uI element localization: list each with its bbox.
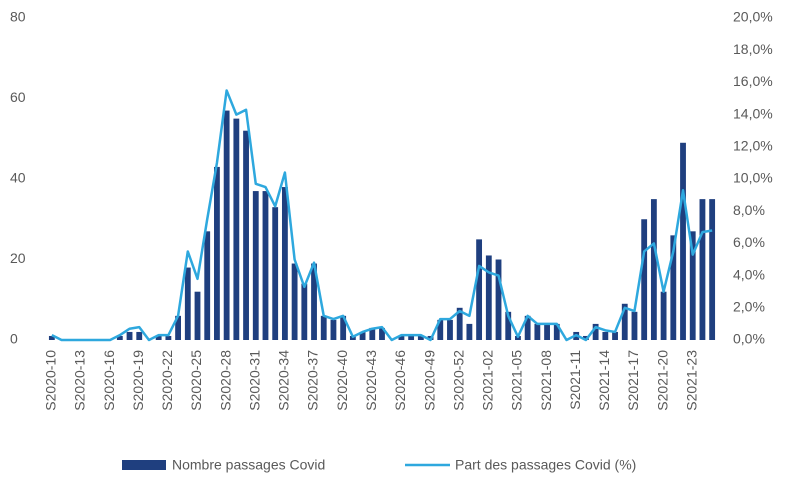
- bar: [340, 315, 347, 340]
- bar: [165, 335, 172, 340]
- bar: [689, 231, 696, 340]
- x-tick-label: S2020-40: [334, 350, 350, 411]
- legend-label: Nombre passages Covid: [172, 457, 325, 473]
- x-tick-label: S2021-23: [683, 350, 699, 411]
- bar: [272, 207, 279, 340]
- bar: [456, 307, 463, 340]
- x-tick-label: S2020-25: [188, 350, 204, 411]
- bar: [155, 335, 162, 340]
- bar: [281, 187, 288, 340]
- x-tick-label: S2021-14: [596, 350, 612, 411]
- x-tick-label: S2020-16: [101, 350, 117, 411]
- y2-tick-label: 4,0%: [733, 266, 765, 282]
- bar: [48, 335, 55, 340]
- y-tick-label: 40: [10, 170, 26, 186]
- x-tick-label: S2020-28: [217, 350, 233, 411]
- bar: [670, 235, 677, 340]
- x-tick-label: S2020-19: [130, 350, 146, 411]
- y2-tick-label: 2,0%: [733, 299, 765, 315]
- bar: [447, 319, 453, 340]
- bar: [175, 315, 181, 340]
- bar: [204, 231, 211, 340]
- bar: [233, 118, 240, 340]
- y-tick-label: 80: [10, 9, 26, 25]
- x-tick-label: S2020-46: [392, 350, 408, 411]
- x-tick-label: S2021-11: [567, 350, 583, 410]
- x-tick-label: S2020-52: [450, 350, 466, 411]
- bar: [476, 239, 483, 340]
- x-tick-label: S2021-20: [654, 350, 670, 411]
- y-tick-label: 60: [10, 89, 26, 105]
- bar: [379, 327, 385, 340]
- bar: [184, 267, 191, 340]
- bar: [359, 331, 366, 340]
- bar: [417, 335, 424, 340]
- bar: [544, 323, 550, 340]
- y2-tick-label: 6,0%: [733, 234, 765, 250]
- bar: [408, 335, 415, 340]
- x-tick-label: S2021-08: [538, 350, 554, 411]
- bar: [592, 323, 599, 340]
- y2-tick-label: 16,0%: [733, 73, 773, 89]
- x-tick-label: S2020-13: [72, 350, 88, 411]
- y2-tick-label: 20,0%: [733, 9, 773, 25]
- bar: [699, 199, 706, 340]
- bar: [505, 311, 512, 340]
- bar: [243, 130, 249, 340]
- bar: [485, 255, 492, 340]
- y-tick-label: 20: [10, 250, 26, 266]
- bar: [194, 291, 201, 340]
- bar: [330, 319, 337, 340]
- y-tick-label: 0: [10, 331, 18, 347]
- bar: [369, 327, 376, 340]
- bar: [680, 142, 686, 340]
- legend-swatch: [122, 460, 166, 470]
- y2-tick-label: 8,0%: [733, 202, 765, 218]
- legend-label: Part des passages Covid (%): [455, 457, 636, 473]
- bar: [495, 259, 502, 340]
- bar: [252, 191, 259, 340]
- line: [51, 89, 713, 342]
- y2-tick-label: 18,0%: [733, 41, 773, 57]
- x-tick-label: S2020-22: [159, 350, 175, 411]
- x-tick-label: S2021-05: [509, 350, 525, 411]
- x-tick-label: S2020-37: [305, 350, 321, 411]
- y2-tick-label: 12,0%: [733, 138, 773, 154]
- x-tick-label: S2020-34: [276, 350, 292, 411]
- bar: [709, 199, 716, 340]
- bar: [466, 323, 473, 340]
- y2-tick-label: 0,0%: [733, 331, 765, 347]
- y2-tick-label: 10,0%: [733, 170, 773, 186]
- x-tick-label: S2021-02: [480, 350, 496, 411]
- x-tick-label: S2020-31: [246, 350, 262, 411]
- bar: [553, 323, 560, 340]
- x-tick-label: S2020-10: [43, 350, 59, 411]
- bar: [311, 263, 317, 340]
- bar: [650, 199, 657, 340]
- bar: [437, 319, 444, 340]
- bar: [291, 263, 298, 340]
- y2-tick-label: 14,0%: [733, 105, 773, 121]
- bar: [612, 331, 618, 340]
- bar: [631, 311, 638, 340]
- bar: [534, 323, 541, 340]
- bar: [223, 110, 230, 340]
- bar: [524, 315, 531, 340]
- bar: [398, 335, 405, 340]
- x-tick-label: S2021-17: [625, 350, 641, 411]
- x-tick-label: S2020-49: [421, 350, 437, 411]
- bar: [621, 303, 628, 340]
- bar: [126, 331, 133, 340]
- bar: [320, 315, 327, 340]
- bar: [641, 219, 648, 340]
- bar: [602, 331, 609, 340]
- bar: [116, 335, 123, 340]
- bar: [301, 283, 308, 340]
- x-tick-label: S2020-43: [363, 350, 379, 411]
- bar: [136, 331, 143, 340]
- bar: [660, 291, 667, 340]
- bar: [262, 191, 269, 340]
- bar: [214, 166, 220, 340]
